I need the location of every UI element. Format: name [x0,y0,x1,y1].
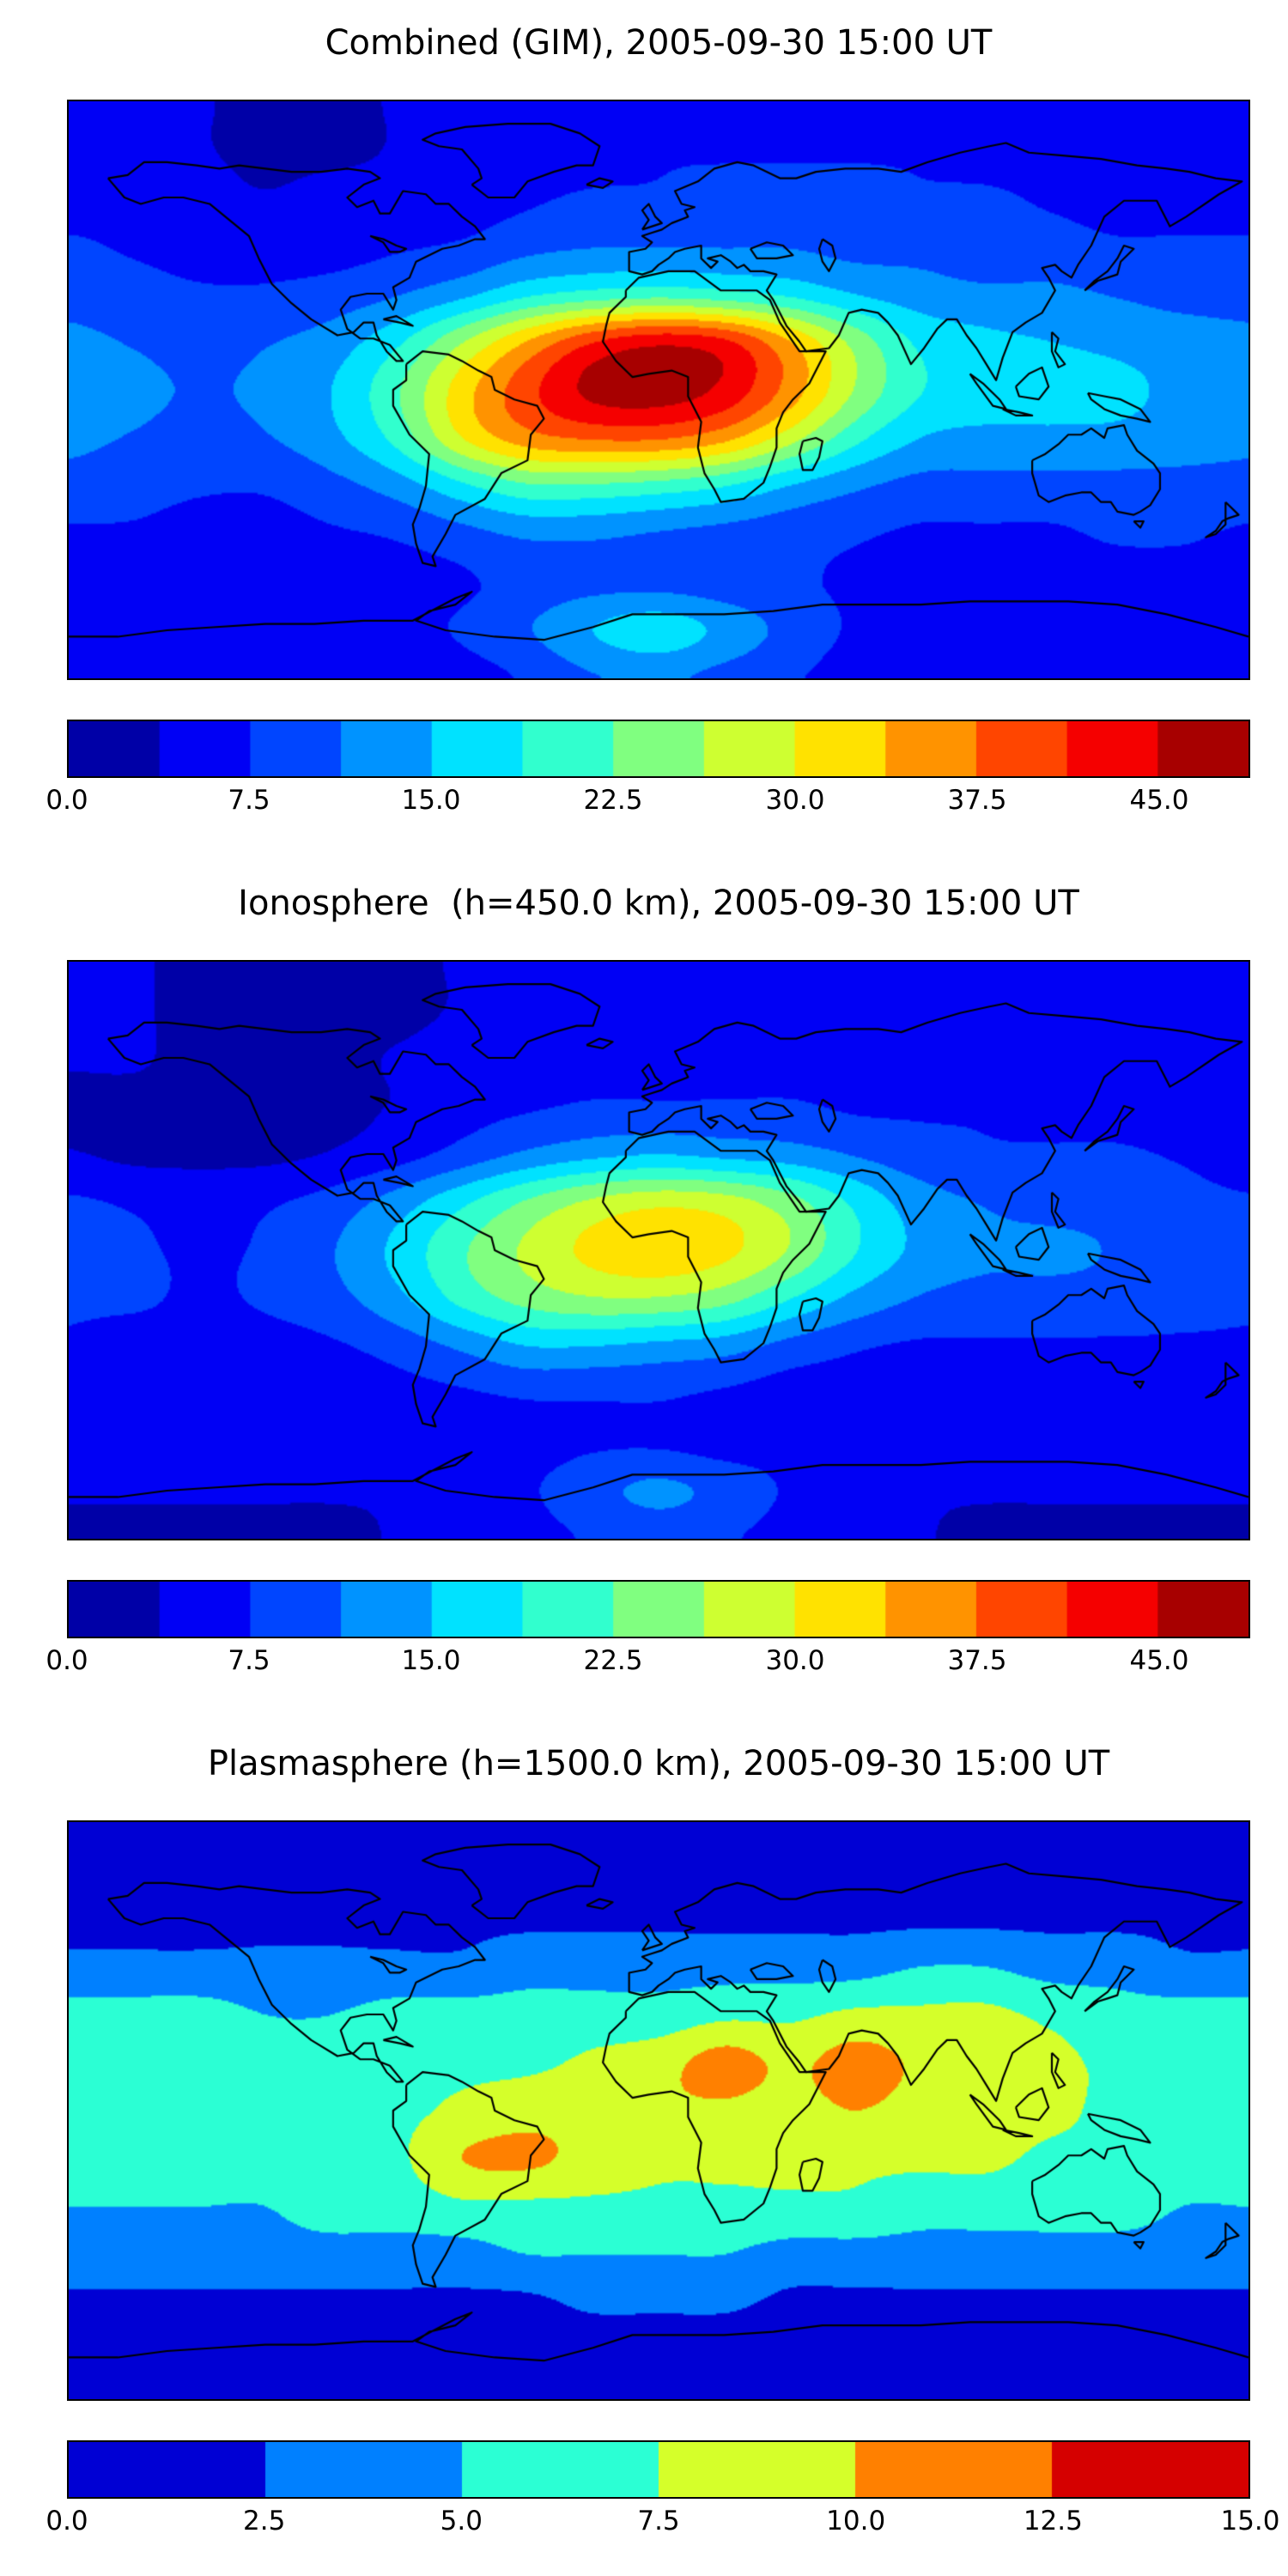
colorbar-tick-label: 45.0 [1129,785,1189,816]
panel-title-plasmasphere: Plasmasphere (h=1500.0 km), 2005-09-30 1… [207,1744,1110,1783]
map-plasmasphere [67,1820,1250,2401]
colorbar-plasmasphere [67,2440,1250,2499]
colorbar-tick-label: 7.5 [228,1645,270,1676]
colorbar-tick-label: 0.0 [46,1645,88,1676]
colorbar-tick-label: 30.0 [765,785,825,816]
colorbar-canvas [69,721,1249,776]
colorbar-tick-label: 30.0 [765,1645,825,1676]
map-canvas [69,1822,1249,2399]
map-canvas [69,962,1249,1539]
colorbar-ticks-plasmasphere: 0.0 2.5 5.0 7.5 10.0 12.5 15.0 [46,2504,1279,2542]
panel-plasmasphere: Plasmasphere (h=1500.0 km), 2005-09-30 1… [0,1743,1288,2542]
colorbar-tick-label: 7.5 [637,2506,680,2537]
colorbar-tick-label: 15.0 [401,1645,461,1676]
map-combined [67,100,1250,680]
colorbar-tick-label: 37.5 [947,785,1007,816]
panel-ionosphere: Ionosphere (h=450.0 km), 2005-09-30 15:0… [0,883,1288,1681]
map-canvas [69,101,1249,678]
panel-title-ionosphere: Ionosphere (h=450.0 km), 2005-09-30 15:0… [238,884,1079,923]
colorbar-tick-label: 0.0 [46,2506,88,2537]
colorbar-tick-label: 7.5 [228,785,270,816]
colorbar-tick-label: 10.0 [826,2506,886,2537]
colorbar-ticks-ionosphere: 0.0 7.5 15.0 22.5 30.0 37.5 45.0 [46,1643,1250,1681]
panel-title-combined: Combined (GIM), 2005-09-30 15:00 UT [325,23,993,63]
colorbar-tick-label: 0.0 [46,785,88,816]
colorbar-tick-label: 2.5 [243,2506,286,2537]
colorbar-canvas [69,1582,1249,1637]
colorbar-ticks-combined: 0.0 7.5 15.0 22.5 30.0 37.5 45.0 [46,783,1250,821]
colorbar-tick-label: 5.0 [440,2506,483,2537]
colorbar-canvas [69,2442,1249,2497]
colorbar-tick-label: 37.5 [947,1645,1007,1676]
colorbar-tick-label: 22.5 [583,785,643,816]
colorbar-tick-label: 15.0 [1220,2506,1280,2537]
colorbar-tick-label: 15.0 [401,785,461,816]
colorbar-combined [67,720,1250,778]
colorbar-tick-label: 22.5 [583,1645,643,1676]
colorbar-tick-label: 12.5 [1023,2506,1083,2537]
map-ionosphere [67,960,1250,1540]
colorbar-tick-label: 45.0 [1129,1645,1189,1676]
colorbar-ionosphere [67,1580,1250,1638]
panel-combined: Combined (GIM), 2005-09-30 15:00 UT 0.0 7… [0,22,1288,821]
